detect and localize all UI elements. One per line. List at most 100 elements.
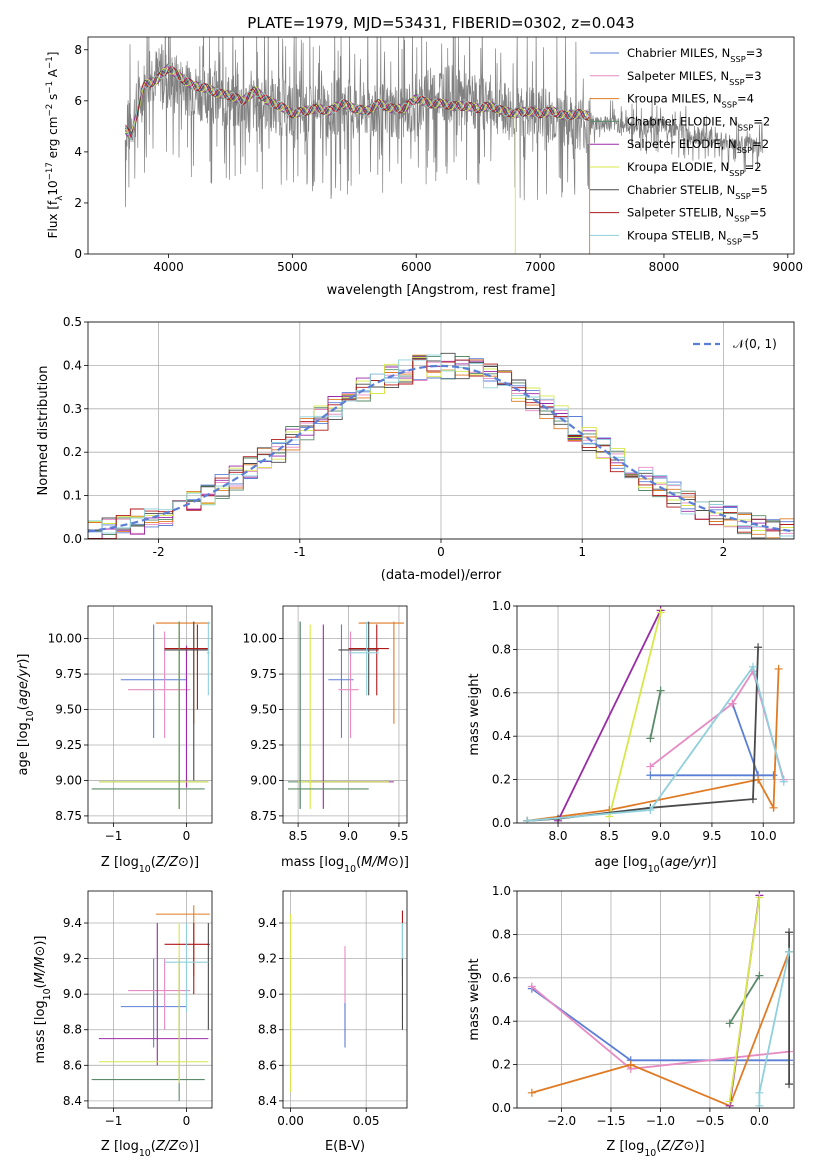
x-tick-label: 10.0 — [750, 829, 777, 843]
series-line — [531, 951, 790, 1107]
x-tick-label: 0.05 — [353, 1114, 380, 1128]
data-point — [755, 1101, 764, 1108]
y-tick-label: 8.75 — [55, 809, 82, 823]
axes-frame — [87, 890, 213, 1109]
y-tick-label: 8.8 — [63, 1023, 82, 1037]
x-tick-label: 0 — [183, 1114, 191, 1128]
point-chabrier-stelib — [206, 923, 210, 1030]
series-line — [527, 664, 785, 822]
y-tick-label: 6 — [74, 94, 82, 108]
legend-entry: 𝒩(0, 1) — [733, 337, 777, 351]
axes-frame — [516, 605, 795, 824]
y-tick-label: 9.4 — [63, 916, 82, 930]
y-axis-label: mass weight — [467, 673, 482, 755]
point-kroupa-stelib — [206, 621, 210, 696]
series-line — [728, 897, 761, 1102]
data-point — [769, 771, 778, 780]
y-axis-label: mass [log10(M/M⊙)] — [33, 935, 53, 1063]
plot-area — [91, 905, 210, 1101]
x-tick-label: 0 — [437, 545, 445, 559]
legend-entry: Chabrier MILES, NSSP=3 — [627, 46, 763, 64]
axes-frame — [282, 890, 408, 1109]
normal-curve — [88, 364, 794, 533]
y-tick-label: 0.4 — [492, 1014, 511, 1028]
data-point — [779, 777, 788, 786]
x-tick-label: 2 — [720, 545, 728, 559]
point-chabrier-elodie — [288, 621, 369, 809]
x-tick-label: 8.0 — [548, 829, 567, 843]
point-kroupa-elodie — [98, 923, 209, 1084]
x-tick-label: 8.5 — [289, 829, 308, 843]
plot-residuals: -2 -1 0 1 2 0.0 0.1 0.2 0.3 0.4 0.5 𝒩(0, 1) (data-mo… — [36, 315, 795, 583]
x-tick-label: 8000 — [649, 260, 680, 274]
data-point — [755, 971, 764, 980]
y-tick-label: 9.2 — [63, 952, 82, 966]
x-tick-label: −2.0 — [547, 1114, 576, 1128]
point-salpeter-stelib — [164, 624, 209, 710]
y-axis-label: Flux [fλ10−17 erg cm−2 s−1 A−1] — [45, 52, 65, 239]
x-tick-label: 8.5 — [600, 829, 619, 843]
y-tick-label: 9.00 — [55, 773, 82, 787]
point-chabrier-miles — [120, 624, 187, 738]
series-kroupa-elodie — [725, 893, 764, 1106]
y-tick-label: 0.0 — [63, 532, 82, 546]
x-tick-label: −0.5 — [695, 1114, 724, 1128]
y-tick-label: 9.25 — [250, 738, 277, 752]
y-tick-label: 2 — [74, 196, 82, 210]
x-tick-label: −1 — [105, 829, 123, 843]
data-point — [656, 608, 665, 617]
y-tick-label: 9.25 — [55, 738, 82, 752]
legend-entry: Chabrier ELODIE, NSSP=2 — [627, 114, 770, 132]
x-tick-label: 9.5 — [702, 829, 721, 843]
y-tick-label: 9.50 — [250, 703, 277, 717]
y-tick-label: 8.6 — [258, 1058, 277, 1072]
legend-entry: Salpeter STELIB, NSSP=5 — [627, 206, 767, 224]
point-kroupa-miles — [155, 905, 210, 977]
data-point — [527, 1088, 536, 1097]
y-tick-label: 8.8 — [258, 1023, 277, 1037]
x-tick-label: 4000 — [153, 260, 184, 274]
point-salpeter-miles — [128, 958, 191, 1030]
x-tick-label: 1 — [578, 545, 586, 559]
data-point — [769, 803, 778, 812]
x-tick-label: -2 — [153, 545, 165, 559]
x-axis-label: Z [log10(Z/Z⊙)] — [101, 1139, 199, 1159]
y-tick-label: 10.00 — [48, 632, 82, 646]
x-axis-label: mass [log10(M/M⊙)] — [281, 855, 409, 875]
point-chabrier-miles — [328, 624, 354, 738]
y-tick-label: 9.50 — [55, 703, 82, 717]
plot-age_vs_mass: 8.5 9.0 9.5 8.75 9.00 9.25 9.50 9.75 10.00 mass [… — [243, 605, 409, 875]
x-axis-label: wavelength [Angstrom, rest frame] — [327, 283, 556, 298]
x-tick-label: 6000 — [401, 260, 432, 274]
data-spectrum-line — [124, 37, 764, 208]
data-point — [646, 771, 655, 780]
figure-title: PLATE=1979, MJD=53431, FIBERID=0302, z=0… — [247, 14, 634, 32]
series-line — [557, 609, 662, 822]
y-tick-label: 9.75 — [250, 667, 277, 681]
axes-frame — [87, 605, 213, 824]
y-tick-label: 9.0 — [63, 987, 82, 1001]
plot-area — [527, 891, 794, 1108]
y-tick-label: 0.4 — [492, 729, 511, 743]
series-line — [527, 647, 759, 822]
x-axis-label: age [log10(age/yr)] — [594, 855, 716, 875]
y-tick-label: 0.6 — [492, 686, 511, 700]
y-tick-label: 1.0 — [492, 599, 511, 613]
series-kroupa-stelib — [755, 947, 794, 1108]
y-tick-label: 8.4 — [63, 1094, 82, 1108]
y-tick-label: 0.4 — [63, 358, 82, 372]
data-point — [785, 1080, 794, 1089]
axes-frame — [282, 605, 408, 824]
series-line — [649, 690, 662, 739]
data-point — [656, 686, 665, 695]
plot-area — [523, 606, 788, 823]
y-tick-label: 1.0 — [492, 884, 511, 898]
y-tick-label: 9.00 — [250, 773, 277, 787]
y-tick-label: 0.2 — [492, 1058, 511, 1072]
data-point — [754, 643, 763, 652]
x-tick-label: −1.0 — [646, 1114, 675, 1128]
y-axis-label: Normed distribution — [36, 366, 51, 496]
y-tick-label: 9.75 — [55, 667, 82, 681]
x-tick-label: -1 — [294, 545, 306, 559]
